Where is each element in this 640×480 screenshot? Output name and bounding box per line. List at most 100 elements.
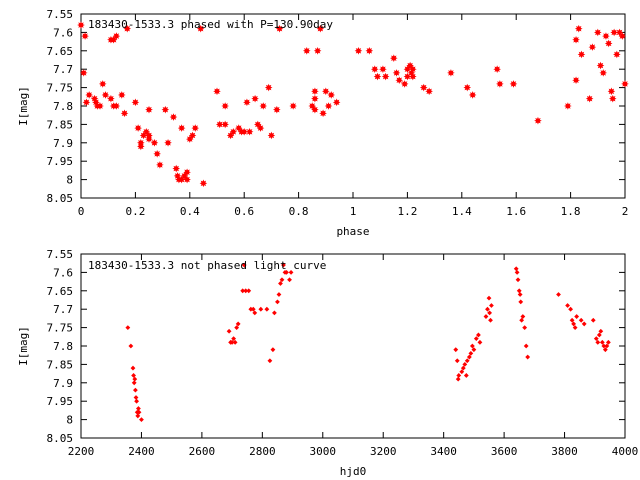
y-tick-label: 7.75: [47, 82, 74, 95]
data-point: [462, 362, 468, 367]
data-point: [79, 69, 88, 77]
data-point: [379, 65, 387, 73]
data-point: [273, 105, 281, 114]
data-point: [252, 310, 258, 316]
data-point: [82, 98, 91, 107]
data-point: [177, 124, 186, 132]
data-point: [77, 21, 85, 29]
x-tick-label: 0.6: [234, 205, 254, 218]
x-tick-label: 0.8: [289, 205, 309, 218]
data-point: [136, 406, 141, 411]
data-point: [246, 288, 252, 294]
y-tick-label: 7.55: [47, 248, 74, 261]
data-point: [488, 317, 493, 323]
data-point: [519, 317, 525, 323]
data-point: [486, 295, 492, 301]
data-point: [515, 277, 521, 283]
data-point: [572, 76, 580, 85]
data-point: [365, 47, 374, 55]
data-point: [514, 270, 520, 275]
data-point: [131, 98, 140, 107]
data-point: [454, 358, 460, 364]
data-point: [590, 317, 596, 323]
data-point: [139, 417, 144, 422]
data-point: [518, 299, 524, 305]
data-point: [248, 306, 254, 312]
data-point: [112, 32, 121, 40]
data-point: [134, 124, 142, 132]
data-point: [272, 310, 277, 316]
unphased-x-axis-label: hjd0: [340, 465, 367, 478]
data-point: [373, 72, 382, 81]
data-point: [169, 113, 178, 121]
data-point: [496, 80, 504, 88]
data-point: [226, 328, 232, 334]
data-point: [419, 83, 428, 92]
data-point: [213, 87, 221, 96]
data-point: [259, 102, 268, 110]
data-point: [613, 50, 621, 59]
data-point: [101, 91, 110, 99]
data-point: [565, 303, 570, 308]
data-point: [221, 120, 229, 129]
y-tick-label: 7.7: [53, 303, 73, 316]
data-point: [245, 127, 254, 136]
data-point: [525, 354, 531, 360]
data-point: [392, 69, 401, 77]
data-point: [183, 175, 191, 184]
data-point: [569, 317, 575, 323]
x-tick-label: 1.6: [506, 205, 526, 218]
data-point: [231, 336, 237, 342]
y-tick-label: 7.6: [53, 266, 73, 279]
data-point: [471, 347, 477, 353]
data-point: [188, 131, 197, 140]
data-point: [131, 373, 136, 378]
data-point: [455, 376, 461, 382]
data-point: [250, 306, 256, 312]
data-point: [610, 28, 618, 37]
x-tick-label: 0: [78, 205, 85, 218]
data-point: [469, 343, 475, 349]
data-point: [125, 325, 131, 330]
data-point: [256, 124, 265, 132]
x-tick-label: 3400: [430, 445, 457, 458]
data-point: [588, 43, 597, 51]
data-point: [574, 24, 583, 33]
data-point: [400, 80, 409, 88]
data-point: [191, 124, 200, 132]
y-tick-label: 7.65: [47, 45, 74, 58]
data-point: [523, 343, 529, 349]
data-point: [599, 69, 608, 77]
x-tick-label: 2400: [128, 445, 155, 458]
y-tick-label: 7.95: [47, 395, 74, 408]
data-point: [128, 343, 134, 349]
data-point: [463, 83, 472, 92]
data-point: [98, 80, 107, 88]
data-point: [473, 336, 479, 342]
data-point: [134, 398, 140, 404]
data-point: [327, 91, 336, 99]
x-tick-label: 1.8: [561, 205, 581, 218]
data-point: [234, 325, 240, 330]
x-tick-label: 3000: [310, 445, 337, 458]
data-point: [456, 373, 462, 378]
data-point: [145, 131, 153, 140]
data-point: [577, 50, 586, 59]
data-point: [604, 39, 613, 48]
data-point: [468, 350, 474, 356]
data-point: [85, 91, 93, 99]
data-point: [150, 139, 159, 147]
data-point: [534, 116, 542, 125]
data-point: [516, 288, 522, 294]
data-point: [599, 339, 605, 345]
data-point: [381, 72, 390, 81]
data-point: [460, 365, 466, 371]
x-tick-label: 3200: [370, 445, 397, 458]
data-point: [493, 65, 501, 73]
data-point: [425, 87, 433, 96]
data-point: [215, 120, 224, 129]
data-point: [572, 325, 578, 330]
data-point: [513, 266, 519, 272]
data-point: [447, 69, 455, 77]
x-tick-label: 3800: [551, 445, 578, 458]
